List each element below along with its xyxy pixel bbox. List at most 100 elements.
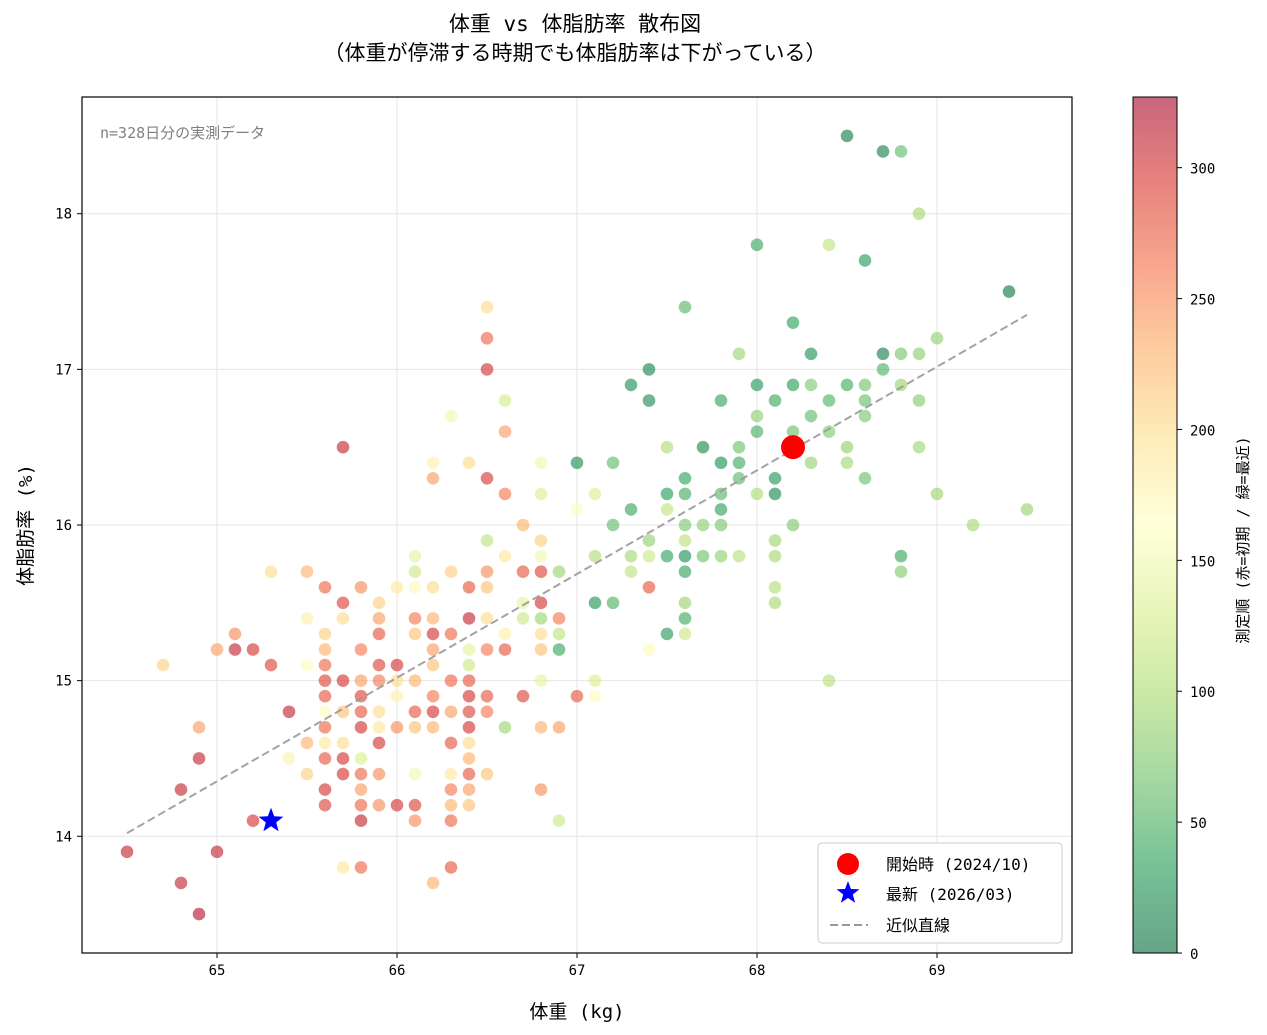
fit-line	[126, 314, 1028, 835]
data-point	[894, 378, 908, 392]
data-point	[462, 674, 476, 687]
data-point	[336, 612, 350, 625]
data-point	[156, 658, 170, 672]
data-point	[264, 658, 278, 672]
x-tick-label: 65	[209, 963, 226, 979]
data-point	[894, 347, 908, 361]
legend-latest-marker	[836, 881, 860, 903]
data-point	[462, 612, 476, 625]
data-point	[588, 689, 602, 703]
data-point	[678, 472, 692, 485]
legend-fit-label: 近似直線	[886, 916, 950, 935]
data-point	[246, 814, 260, 828]
data-point	[444, 736, 458, 750]
data-point	[300, 658, 314, 672]
data-point	[642, 580, 656, 594]
data-point	[534, 565, 548, 578]
data-point	[318, 689, 332, 703]
data-point	[390, 658, 404, 672]
data-point	[588, 487, 602, 501]
data-point	[588, 596, 602, 610]
data-point	[426, 705, 440, 719]
data-point	[408, 798, 422, 812]
data-point	[444, 861, 458, 874]
data-point	[444, 767, 458, 781]
data-point	[660, 487, 674, 501]
data-point	[858, 409, 872, 423]
data-point	[354, 783, 368, 796]
data-point	[444, 409, 458, 423]
data-point	[660, 440, 674, 454]
data-point	[606, 456, 620, 470]
data-point	[444, 798, 458, 812]
data-point	[732, 440, 746, 454]
data-point	[498, 487, 512, 501]
data-point	[534, 534, 548, 547]
data-point	[372, 798, 386, 812]
chart-title-line2: （体重が停滞する時期でも体脂肪率は下がっている）	[323, 41, 827, 65]
data-point	[768, 580, 782, 594]
data-point	[768, 472, 782, 485]
data-point	[822, 394, 836, 407]
chart-title: 体重 vs 体脂肪率 散布図 （体重が停滞する時期でも体脂肪率は下がっている）	[0, 10, 1150, 68]
sample-size-note: n=328日分の実測データ	[100, 124, 265, 142]
data-point	[714, 549, 728, 563]
colorbar-tick-label: 150	[1190, 554, 1215, 570]
data-point	[192, 752, 206, 765]
data-point	[444, 674, 458, 687]
data-point	[552, 643, 566, 656]
data-point	[372, 612, 386, 625]
data-point	[246, 643, 260, 656]
data-point	[570, 503, 584, 516]
data-point	[390, 689, 404, 703]
data-point	[354, 705, 368, 719]
data-point	[534, 612, 548, 625]
chart-title-line1: 体重 vs 体脂肪率 散布図	[448, 12, 702, 36]
data-point	[210, 643, 224, 656]
data-point	[354, 674, 368, 687]
data-point	[318, 674, 332, 687]
data-point	[498, 721, 512, 734]
data-point	[750, 378, 764, 392]
data-point	[570, 456, 584, 470]
data-point	[534, 783, 548, 796]
data-point	[768, 487, 782, 501]
data-point	[318, 736, 332, 750]
data-point	[354, 861, 368, 874]
data-point	[210, 845, 224, 859]
data-point	[498, 643, 512, 656]
colorbar-tick-label: 250	[1190, 293, 1215, 309]
data-point	[498, 394, 512, 407]
data-point	[462, 456, 476, 470]
data-point	[462, 705, 476, 719]
data-point	[462, 580, 476, 594]
data-point	[498, 425, 512, 438]
data-point	[534, 456, 548, 470]
data-point	[804, 409, 818, 423]
data-point	[894, 549, 908, 563]
data-point	[300, 565, 314, 578]
data-point	[408, 705, 422, 719]
data-point	[930, 331, 944, 345]
data-point	[570, 689, 584, 703]
data-point	[804, 456, 818, 470]
data-point	[552, 627, 566, 641]
data-point	[498, 627, 512, 641]
data-point	[822, 425, 836, 438]
data-point	[786, 316, 800, 329]
data-point	[408, 674, 422, 687]
data-point	[696, 518, 710, 532]
data-point	[336, 767, 350, 781]
data-point	[750, 487, 764, 501]
data-point	[912, 347, 926, 361]
data-point	[462, 798, 476, 812]
data-point	[336, 674, 350, 687]
data-point	[354, 752, 368, 765]
data-point	[660, 627, 674, 641]
colorbar-tick-label: 50	[1190, 816, 1207, 832]
data-point	[552, 565, 566, 578]
y-tick-label: 14	[55, 829, 72, 845]
data-point	[444, 627, 458, 641]
data-point	[444, 814, 458, 828]
data-point	[462, 643, 476, 656]
